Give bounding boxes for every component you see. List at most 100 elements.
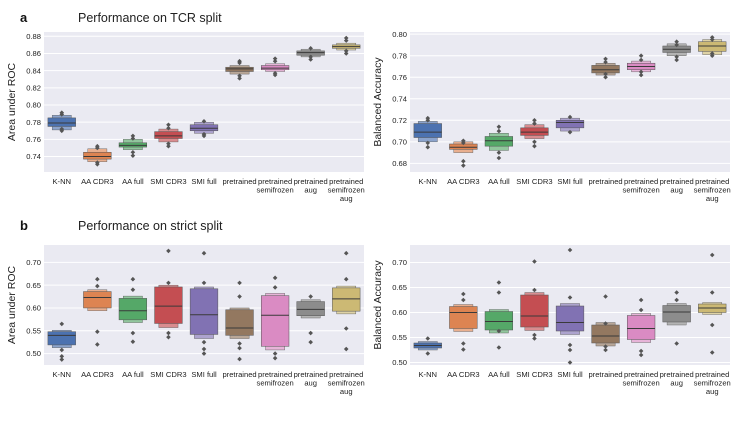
x-category-label: K-NN xyxy=(52,177,71,186)
outlier-point xyxy=(532,287,537,293)
outlier-point xyxy=(130,149,136,155)
x-category-label: K-NN xyxy=(418,177,437,186)
box-pretrained-aug xyxy=(662,290,691,346)
chart-tcr-auroc: 0.74 0.76 0.78 0.80 0.82 0.84 0.86 0.88 Area und… xyxy=(6,32,365,203)
outlier-point xyxy=(343,346,349,352)
panel-a-title: Performance on TCR split xyxy=(78,11,222,25)
outlier-point xyxy=(343,48,349,54)
box-iqr xyxy=(296,301,325,316)
x-category-label: pretrained semifrozen aug xyxy=(328,177,365,203)
box-pretrained-semifrozen xyxy=(260,56,290,78)
outlier-point xyxy=(461,347,466,352)
box-smi-full xyxy=(189,119,219,139)
box-aa-cdr3 xyxy=(83,276,112,347)
outlier-point xyxy=(461,341,466,346)
y-axis-label: Area under ROC xyxy=(6,265,18,344)
y-tick-label: 0.74 xyxy=(26,152,41,161)
box-iqr xyxy=(449,306,478,329)
y-tick-label: 0.72 xyxy=(392,116,407,125)
box-iqr xyxy=(662,305,691,323)
x-category-label: AA CDR3 xyxy=(447,177,480,186)
box-pretrained-semifrozen xyxy=(626,53,656,78)
box-iqr xyxy=(118,298,148,321)
x-category-label: SMI CDR3 xyxy=(150,370,186,379)
box-iqr xyxy=(154,286,183,324)
y-tick-label: 0.76 xyxy=(26,135,41,144)
x-category-label: SMI CDR3 xyxy=(516,177,552,186)
outlier-point xyxy=(308,330,313,336)
outlier-point xyxy=(95,160,100,165)
outlier-point xyxy=(166,141,171,146)
outlier-point xyxy=(130,287,136,293)
y-tick-label: 0.70 xyxy=(392,258,407,267)
outlier-point xyxy=(674,57,679,63)
outlier-point xyxy=(496,280,502,285)
x-category-label: pretrained xyxy=(588,370,622,379)
outlier-point xyxy=(308,54,313,60)
box-pretrained-aug xyxy=(296,46,325,62)
box-iqr xyxy=(484,136,514,147)
x-category-label: pretrained xyxy=(222,370,256,379)
outlier-point xyxy=(166,280,171,286)
box-smi-cdr3 xyxy=(520,259,549,341)
outlier-point xyxy=(674,39,679,44)
outlier-point xyxy=(425,140,431,146)
y-tick-label: 0.55 xyxy=(26,326,41,335)
y-axis-label: Balanced Accuracy xyxy=(372,260,384,350)
outlier-point xyxy=(567,247,573,253)
box-iqr xyxy=(260,295,290,347)
outlier-point xyxy=(343,276,349,282)
panel-b-letter: b xyxy=(20,218,28,233)
outlier-point xyxy=(603,56,608,62)
outlier-point xyxy=(532,332,537,338)
y-tick-label: 0.65 xyxy=(392,283,407,292)
outlier-point xyxy=(201,280,207,286)
box-k-nn xyxy=(47,110,76,134)
outlier-point xyxy=(638,53,644,58)
panel-b-title: Performance on strict split xyxy=(78,219,223,233)
y-tick-label: 0.80 xyxy=(26,101,41,110)
outlier-point xyxy=(709,290,715,295)
outlier-point xyxy=(496,128,502,134)
x-category-label: pretrained aug xyxy=(660,177,694,195)
outlier-point xyxy=(603,321,608,326)
outlier-point xyxy=(237,73,242,79)
outlier-point xyxy=(95,283,100,289)
box-iqr xyxy=(555,305,585,332)
box-aa-full xyxy=(484,280,514,350)
x-category-label: AA CDR3 xyxy=(447,370,480,379)
y-tick-label: 0.86 xyxy=(26,49,41,58)
x-category-label: pretrained xyxy=(588,177,622,186)
outlier-point xyxy=(496,155,502,161)
x-category-label: pretrained aug xyxy=(660,370,694,388)
outlier-point xyxy=(166,122,171,128)
x-category-label: SMI CDR3 xyxy=(150,177,186,186)
box-iqr xyxy=(626,315,656,340)
outlier-point xyxy=(532,139,537,145)
outlier-point xyxy=(201,339,207,345)
outlier-point xyxy=(603,347,608,353)
box-iqr xyxy=(413,123,442,138)
outlier-point xyxy=(130,276,136,282)
outlier-point xyxy=(343,38,349,43)
box-smi-full xyxy=(555,247,585,365)
y-tick-label: 0.84 xyxy=(26,66,41,75)
box-smi-cdr3 xyxy=(154,248,183,340)
outlier-point xyxy=(166,125,171,131)
outlier-point xyxy=(638,348,644,354)
outlier-point xyxy=(674,290,679,295)
outlier-point xyxy=(461,291,466,297)
box-pretrained-semifrozen-aug xyxy=(332,35,361,56)
outlier-point xyxy=(532,143,537,149)
outlier-point xyxy=(638,297,644,303)
box-pretrained-aug xyxy=(296,294,325,345)
x-category-label: SMI CDR3 xyxy=(516,370,552,379)
outlier-point xyxy=(272,56,278,61)
x-category-label: SMI full xyxy=(191,370,217,379)
box-iqr xyxy=(555,120,585,129)
y-tick-label: 0.70 xyxy=(392,137,407,146)
outlier-point xyxy=(674,341,679,346)
x-category-label: pretrained semifrozen aug xyxy=(328,370,365,396)
outlier-point xyxy=(496,290,502,295)
x-category-label: K-NN xyxy=(52,370,71,379)
